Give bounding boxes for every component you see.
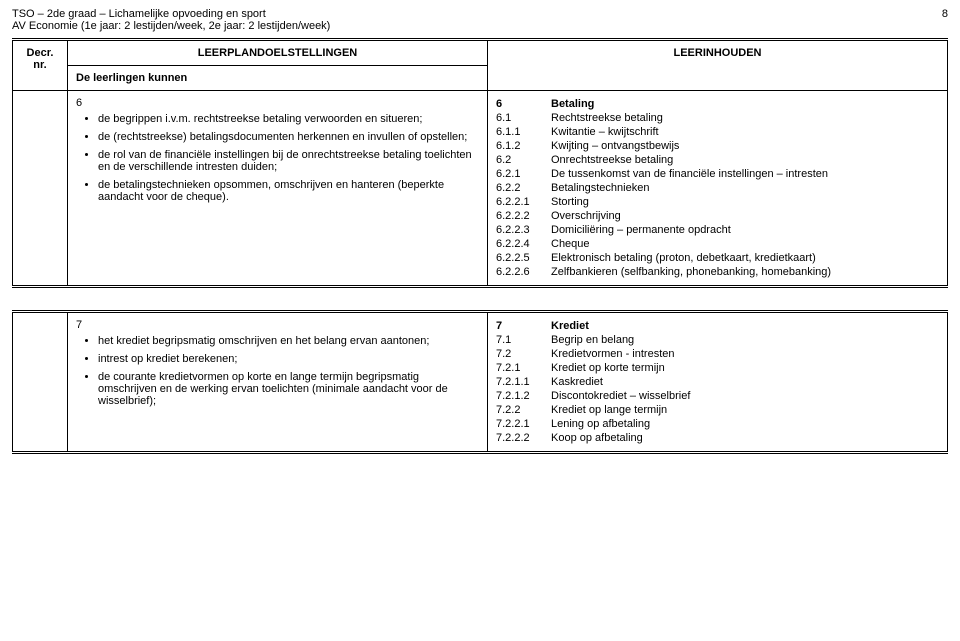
content-text: Kwitantie – kwijtschrift (551, 125, 939, 139)
contents-list-7: 7Krediet7.1Begrip en belang7.2Kredietvor… (496, 319, 939, 445)
objectives-list-7: het krediet begripsmatig omschrijven en … (76, 335, 479, 407)
th-leerlingen-kunnen: De leerlingen kunnen (68, 66, 488, 91)
content-text: Storting (551, 195, 939, 209)
content-code: 7 (496, 319, 551, 333)
list-item: de betalingstechnieken opsommen, omschri… (98, 179, 479, 203)
header-line-1: TSO – 2de graad – Lichamelijke opvoeding… (12, 8, 948, 20)
content-code: 6.1 (496, 111, 551, 125)
content-code: 7.2.1.2 (496, 389, 551, 403)
content-text: Betaling (551, 97, 939, 111)
content-text: Krediet op lange termijn (551, 403, 939, 417)
cell-nr-6 (13, 91, 68, 287)
curriculum-table-2: 7 het krediet begripsmatig omschrijven e… (12, 310, 948, 454)
content-code: 6.2.2.3 (496, 223, 551, 237)
content-code: 6.2.2.6 (496, 265, 551, 279)
content-text: Koop op afbetaling (551, 431, 939, 445)
content-row: 6.1.1Kwitantie – kwijtschrift (496, 125, 939, 139)
content-row: 6.2.2.5Elektronisch betaling (proton, de… (496, 251, 939, 265)
row-section-6: 6 de begrippen i.v.m. rechtstreekse beta… (13, 91, 948, 287)
content-code: 6.2.2 (496, 181, 551, 195)
content-code: 7.2 (496, 347, 551, 361)
section-gap (12, 288, 948, 310)
content-code: 6.2.2.2 (496, 209, 551, 223)
list-item: het krediet begripsmatig omschrijven en … (98, 335, 479, 347)
content-row: 6.2.2.6Zelfbankieren (selfbanking, phone… (496, 265, 939, 279)
content-row: 6Betaling (496, 97, 939, 111)
content-row: 6.2.2.4Cheque (496, 237, 939, 251)
content-code: 7.2.2.1 (496, 417, 551, 431)
content-text: Rechtstreekse betaling (551, 111, 939, 125)
content-row: 6.1.2Kwijting – ontvangstbewijs (496, 139, 939, 153)
content-text: Elektronisch betaling (proton, debetkaar… (551, 251, 939, 265)
content-code: 6.1.2 (496, 139, 551, 153)
content-text: Krediet (551, 319, 939, 333)
cell-objectives-7: 7 het krediet begripsmatig omschrijven e… (68, 312, 488, 453)
content-code: 6.1.1 (496, 125, 551, 139)
content-row: 7.1Begrip en belang (496, 333, 939, 347)
content-text: Lening op afbetaling (551, 417, 939, 431)
objectives-num-6: 6 (76, 97, 479, 109)
content-row: 6.2.2Betalingstechnieken (496, 181, 939, 195)
content-text: Onrechtstreekse betaling (551, 153, 939, 167)
curriculum-table: Decr. nr. LEERPLANDOELSTELLINGEN LEERINH… (12, 38, 948, 288)
content-code: 6.2.1 (496, 167, 551, 181)
header-line-2: AV Economie (1e jaar: 2 lestijden/week, … (12, 20, 948, 32)
content-row: 6.2.2.2Overschrijving (496, 209, 939, 223)
content-code: 6.2.2.5 (496, 251, 551, 265)
content-row: 7.2.2.2Koop op afbetaling (496, 431, 939, 445)
cell-contents-7: 7Krediet7.1Begrip en belang7.2Kredietvor… (488, 312, 948, 453)
content-row: 6.2.2.3Domiciliëring – permanente opdrac… (496, 223, 939, 237)
content-text: Begrip en belang (551, 333, 939, 347)
cell-nr-7 (13, 312, 68, 453)
content-code: 7.2.2.2 (496, 431, 551, 445)
content-row: 7.2.2Krediet op lange termijn (496, 403, 939, 417)
content-row: 6.2.2.1Storting (496, 195, 939, 209)
content-text: Kredietvormen - intresten (551, 347, 939, 361)
content-code: 6.2.2.4 (496, 237, 551, 251)
content-code: 6.2 (496, 153, 551, 167)
content-text: Domiciliëring – permanente opdracht (551, 223, 939, 237)
content-text: Krediet op korte termijn (551, 361, 939, 375)
content-text: Kwijting – ontvangstbewijs (551, 139, 939, 153)
th-leerplandoelstellingen: LEERPLANDOELSTELLINGEN (68, 40, 488, 66)
list-item: de begrippen i.v.m. rechtstreekse betali… (98, 113, 479, 125)
cell-objectives-6: 6 de begrippen i.v.m. rechtstreekse beta… (68, 91, 488, 287)
content-text: Cheque (551, 237, 939, 251)
content-text: Zelfbankieren (selfbanking, phonebanking… (551, 265, 939, 279)
page-number: 8 (942, 8, 948, 20)
cell-contents-6: 6Betaling6.1Rechtstreekse betaling6.1.1K… (488, 91, 948, 287)
content-row: 6.2Onrechtstreekse betaling (496, 153, 939, 167)
content-row: 7.2.1.1Kaskrediet (496, 375, 939, 389)
list-item: de (rechtstreekse) betalingsdocumenten h… (98, 131, 479, 143)
content-row: 7Krediet (496, 319, 939, 333)
contents-list-6: 6Betaling6.1Rechtstreekse betaling6.1.1K… (496, 97, 939, 279)
content-text: Betalingstechnieken (551, 181, 939, 195)
content-row: 7.2.1.2Discontokrediet – wisselbrief (496, 389, 939, 403)
content-code: 7.2.1 (496, 361, 551, 375)
objectives-list-6: de begrippen i.v.m. rechtstreekse betali… (76, 113, 479, 203)
page-header: 8 TSO – 2de graad – Lichamelijke opvoedi… (12, 8, 948, 38)
content-code: 7.2.2 (496, 403, 551, 417)
content-row: 7.2.1Krediet op korte termijn (496, 361, 939, 375)
objectives-num-7: 7 (76, 319, 479, 331)
content-code: 7.2.1.1 (496, 375, 551, 389)
list-item: intrest op krediet berekenen; (98, 353, 479, 365)
content-code: 6 (496, 97, 551, 111)
th-leerinhouden: LEERINHOUDEN (488, 40, 948, 91)
content-row: 6.1Rechtstreekse betaling (496, 111, 939, 125)
content-text: Discontokrediet – wisselbrief (551, 389, 939, 403)
th-decr-nr: Decr. nr. (13, 40, 68, 91)
content-code: 6.2.2.1 (496, 195, 551, 209)
content-row: 7.2Kredietvormen - intresten (496, 347, 939, 361)
content-row: 7.2.2.1Lening op afbetaling (496, 417, 939, 431)
list-item: de rol van de financiële instellingen bi… (98, 149, 479, 173)
row-section-7: 7 het krediet begripsmatig omschrijven e… (13, 312, 948, 453)
list-item: de courante kredietvormen op korte en la… (98, 371, 479, 407)
content-row: 6.2.1De tussenkomst van de financiële in… (496, 167, 939, 181)
content-text: De tussenkomst van de financiële instell… (551, 167, 939, 181)
content-code: 7.1 (496, 333, 551, 347)
content-text: Overschrijving (551, 209, 939, 223)
content-text: Kaskrediet (551, 375, 939, 389)
